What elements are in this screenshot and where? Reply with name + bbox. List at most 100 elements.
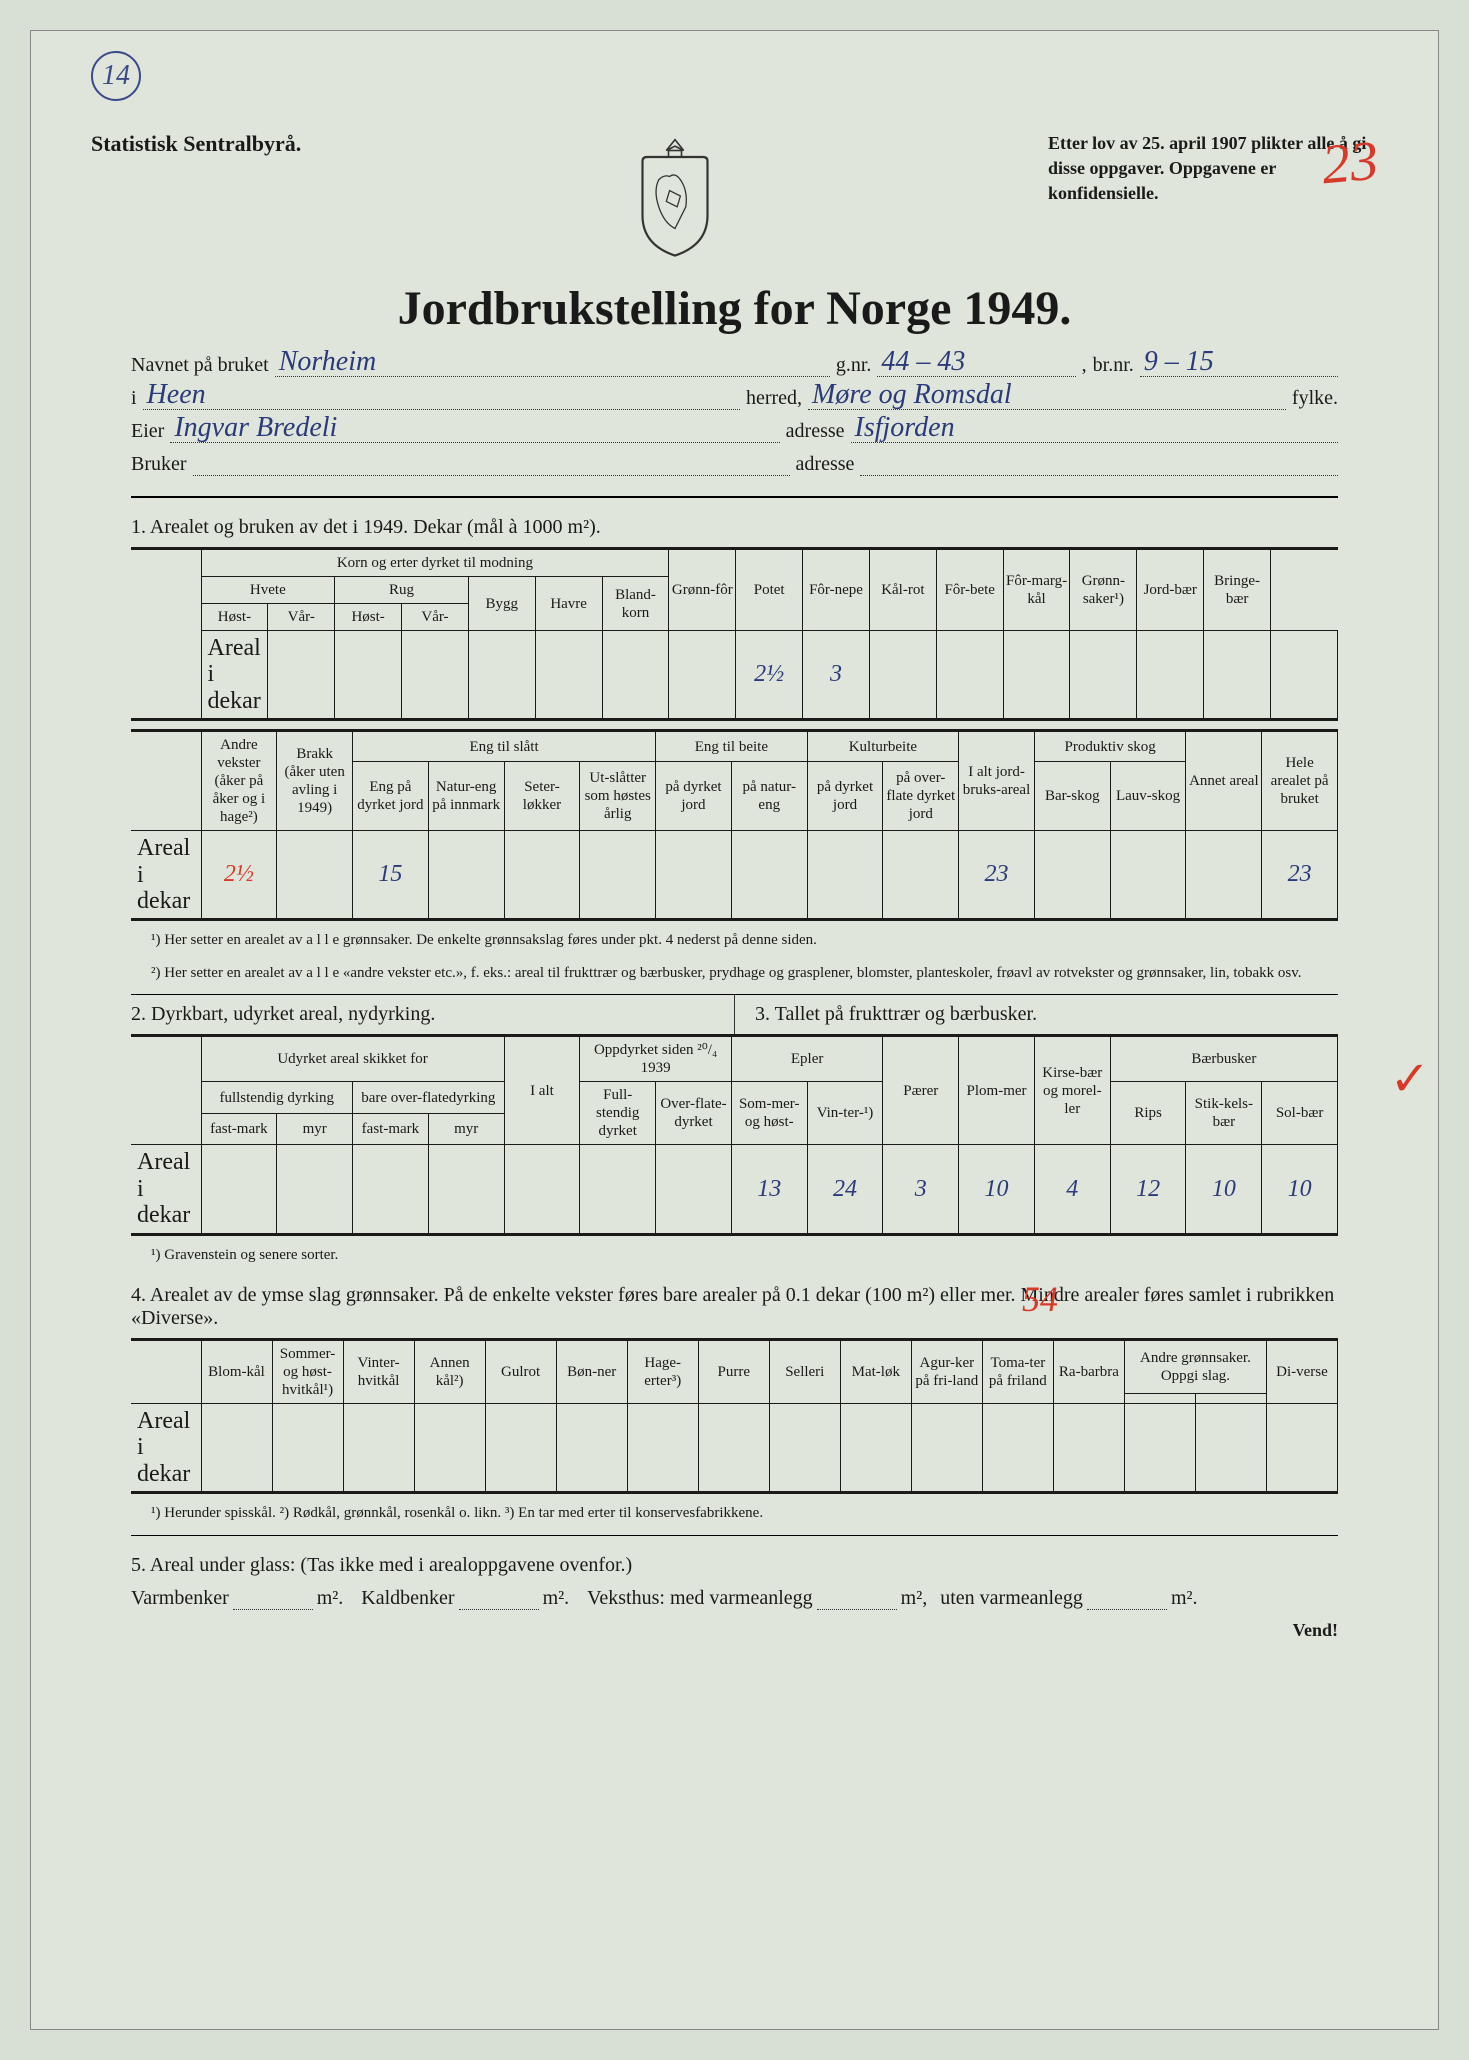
label-varmbenker: Varmbenker (131, 1587, 229, 1610)
bureau-name: Statistisk Sentralbyrå. (91, 131, 301, 157)
th-eng-dyrket: Eng på dyrket jord (353, 761, 429, 830)
th-blomkal: Blom-kål (201, 1340, 272, 1404)
section5-title: 5. Areal under glass: (Tas ikke med i ar… (131, 1554, 1338, 1577)
th-forbete: Fôr-bete (936, 549, 1003, 631)
th-natureng: Natur-eng på innmark (428, 761, 504, 830)
cell-paerer: 3 (883, 1145, 959, 1234)
red-total-54: 54 (1022, 1278, 1058, 1320)
label-m2-2: m². (543, 1587, 570, 1610)
th-sommer-hostkal: Sommer- og høst-hvitkål¹) (272, 1340, 343, 1404)
table-1b: Andre vekster (åker på åker og i hage²) … (131, 729, 1338, 921)
th-pa-natureng-b: på natur-eng (731, 761, 807, 830)
label-fylke: fylke. (1292, 387, 1338, 410)
cell-ialt-jord: 23 (959, 831, 1035, 920)
th-matlok: Mat-løk (840, 1340, 911, 1404)
label-adresse: adresse (786, 420, 845, 443)
label-kaldbenker: Kaldbenker (361, 1587, 454, 1610)
th-eng-slatt: Eng til slått (353, 731, 656, 762)
th-jordbaer: Jord-bær (1137, 549, 1204, 631)
section1-title: 1. Arealet og bruken av det i 1949. Deka… (131, 516, 1338, 539)
th-gronnsaker: Grønn-saker¹) (1070, 549, 1137, 631)
th-rug: Rug (335, 577, 469, 604)
th-potet: Potet (736, 549, 803, 631)
label-navnet: Navnet på bruket (131, 354, 269, 377)
section2-title: 2. Dyrkbart, udyrket areal, nydyrking. (131, 995, 735, 1034)
cell-rips: 12 (1110, 1145, 1186, 1234)
label-eier: Eier (131, 420, 164, 443)
th-sommer-host: Som-mer- og høst- (731, 1082, 807, 1145)
th-bygg: Bygg (468, 577, 535, 631)
cell-andre: 2½ (201, 831, 277, 920)
label-m2-4: m². (1171, 1587, 1198, 1610)
table-2-3: Udyrket areal skikket for I alt Oppdyrke… (131, 1034, 1338, 1235)
label-adresse2: adresse (796, 453, 855, 476)
th-var1: Vår- (268, 604, 335, 631)
coat-of-arms-icon (620, 131, 730, 261)
cell-kirsebaer: 4 (1034, 1145, 1110, 1234)
footnote-4: ¹) Herunder spisskål. ²) Rødkål, grønnkå… (151, 1502, 1338, 1525)
th-fullstendig: fullstendig dyrking (201, 1082, 353, 1114)
cell-hele: 23 (1262, 831, 1338, 920)
th-vinterhvitkal: Vinter-hvitkål (343, 1340, 414, 1404)
th-andre-gronn: Andre grønnsaker. Oppgi slag. (1124, 1340, 1266, 1394)
label-brnr: br.nr. (1093, 354, 1134, 377)
th-baerbusker: Bærbusker (1110, 1036, 1337, 1082)
th-myr1: myr (277, 1113, 353, 1145)
value-adresse: Isfjorden (855, 412, 955, 444)
cell-sommer-host: 13 (731, 1145, 807, 1234)
th-oppdyrket: Oppdyrket siden ²⁰/₄ 1939 (580, 1036, 732, 1082)
table-1a: Korn og erter dyrket til modning Grønn-f… (131, 547, 1338, 721)
th-havre: Havre (535, 577, 602, 631)
th-gulrot: Gulrot (485, 1340, 556, 1404)
th-bare-over: bare over-flatedyrking (353, 1082, 505, 1114)
th-andre: Andre vekster (åker på åker og i hage²) (201, 731, 277, 831)
footnote-1-2: ²) Her setter en arealet av a l l e «and… (151, 962, 1338, 985)
th-korn-group: Korn og erter dyrket til modning (201, 549, 669, 577)
th-diverse: Di-verse (1266, 1340, 1337, 1404)
row-label-23: Areal i dekar (131, 1145, 201, 1234)
footnote-1-1: ¹) Her setter en arealet av a l l e grøn… (151, 929, 1338, 952)
th-udyrket: Udyrket areal skikket for (201, 1036, 504, 1082)
th-var2: Vår- (402, 604, 469, 631)
page-marker-circle: 14 (91, 51, 141, 101)
cell-eng-dyrket: 15 (353, 831, 429, 920)
th-pa-dyrket2: på dyrket jord (807, 761, 883, 830)
vend-label: Vend! (91, 1620, 1338, 1641)
value-gnr: 44 – 43 (881, 346, 965, 378)
th-host2: Høst- (335, 604, 402, 631)
th-hele: Hele arealet på bruket (1262, 731, 1338, 831)
th-seter: Seter-løkker (504, 761, 580, 830)
th-barskog: Bar-skog (1034, 761, 1110, 830)
th-ialt2: I alt (504, 1036, 580, 1145)
label-bruker: Bruker (131, 453, 187, 476)
cell-solbaer: 10 (1262, 1145, 1338, 1234)
th-fornepe: Fôr-nepe (803, 549, 870, 631)
footnote-23: ¹) Gravenstein og senere sorter. (151, 1244, 1338, 1267)
th-purre: Purre (698, 1340, 769, 1404)
label-herred: herred, (746, 387, 802, 410)
value-eier: Ingvar Bredeli (174, 412, 337, 444)
th-paerer: Pærer (883, 1036, 959, 1145)
th-host1: Høst- (201, 604, 268, 631)
th-eng-beite: Eng til beite (656, 731, 808, 762)
row-label-4: Areal i dekar (131, 1404, 201, 1493)
th-selleri: Selleri (769, 1340, 840, 1404)
th-agurker: Agur-ker på fri-land (911, 1340, 982, 1404)
th-fastmark2: fast-mark (353, 1113, 429, 1145)
value-i: Heen (147, 379, 206, 411)
th-kulturbeite: Kulturbeite (807, 731, 959, 762)
form-fields: Navnet på bruket Norheim g.nr. 44 – 43 ,… (131, 354, 1338, 476)
th-pa-overflate: på over-flate dyrket jord (883, 761, 959, 830)
th-brakk: Brakk (åker uten avling i 1949) (277, 731, 353, 831)
th-annenkal: Annen kål²) (414, 1340, 485, 1404)
th-rips: Rips (1110, 1082, 1186, 1145)
th-pa-dyrket-b: på dyrket jord (656, 761, 732, 830)
th-fastmark1: fast-mark (201, 1113, 277, 1145)
th-plommer: Plom-mer (959, 1036, 1035, 1145)
th-solbaer: Sol-bær (1262, 1082, 1338, 1145)
th-rabarbra: Ra-barbra (1053, 1340, 1124, 1404)
th-formargkal: Fôr-marg-kål (1003, 549, 1070, 631)
label-gnr: g.nr. (836, 354, 872, 377)
th-kirsebaer: Kirse-bær og morel-ler (1034, 1036, 1110, 1145)
cell-vinter: 24 (807, 1145, 883, 1234)
